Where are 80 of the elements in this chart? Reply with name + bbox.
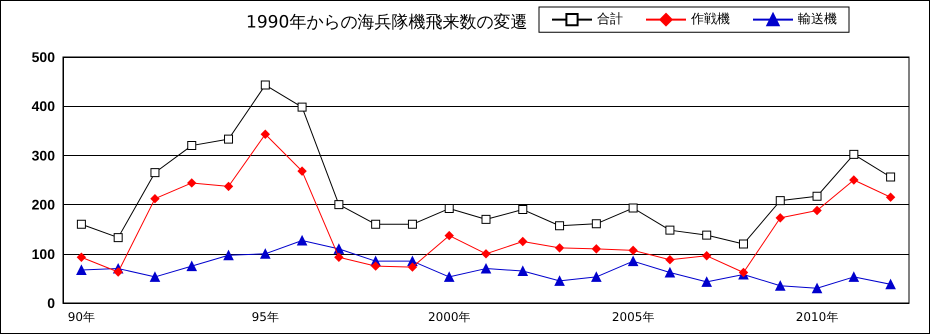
point [298,166,307,176]
point [481,264,491,274]
point [224,182,234,191]
y-tick-label: 100 [32,246,56,262]
point [114,268,123,277]
point [812,192,822,201]
point [702,230,712,240]
point [886,279,896,290]
y-tick-label: 0 [47,295,56,311]
point [886,192,896,202]
point [186,261,197,272]
point [371,262,380,271]
point [592,244,601,254]
point [114,233,123,242]
point [886,172,896,182]
point [76,265,86,276]
legend-label: 輸送機 [798,12,837,28]
point [298,102,307,112]
point [628,204,638,213]
point [591,272,602,282]
point [776,213,785,222]
point [150,168,160,178]
x-tick-label: 2010年 [796,310,838,324]
y-tick-label: 400 [32,98,56,114]
y-tick-label: 500 [32,49,56,65]
point [812,283,822,294]
chart-title: 1990年からの海兵隊機飛来数の変遷 [246,12,528,32]
point [628,246,638,255]
point [334,200,344,210]
point [260,130,270,139]
point [334,252,344,262]
x-tick-label: 2005年 [612,310,654,324]
point [187,178,196,188]
point [775,280,786,291]
point [849,150,858,159]
point [702,276,712,287]
point [444,204,454,214]
point [482,214,490,224]
x-tick-label: 95年 [252,310,279,324]
x-tick-label: 2000年 [428,310,470,324]
point [812,206,822,216]
point [848,272,859,282]
point [555,221,564,230]
point [702,251,712,260]
x-tick-label: 90年 [68,310,96,324]
point [297,236,308,246]
point [518,237,528,246]
point [518,205,528,214]
point [482,249,490,258]
point [76,220,86,229]
point [776,196,785,206]
point [408,262,417,272]
point [592,219,601,228]
point [260,248,270,259]
point [150,272,160,282]
point [555,243,564,252]
point [150,194,160,204]
point [76,252,86,262]
legend-label: 作戦機 [690,12,730,28]
point [371,220,380,229]
point [334,244,344,254]
point [665,226,674,235]
point [518,266,528,276]
point [554,276,565,286]
point [849,176,858,184]
point [224,250,234,260]
point [444,231,454,240]
point [665,255,674,264]
point [260,80,270,90]
point [628,256,638,266]
point [444,272,454,282]
point [738,239,748,248]
point [664,267,675,278]
point [187,141,196,150]
y-tick-label: 300 [32,147,56,164]
point [408,220,417,229]
y-tick-label: 200 [32,196,56,213]
legend-label: 合計 [597,12,623,28]
point [224,134,234,144]
point [738,268,748,277]
